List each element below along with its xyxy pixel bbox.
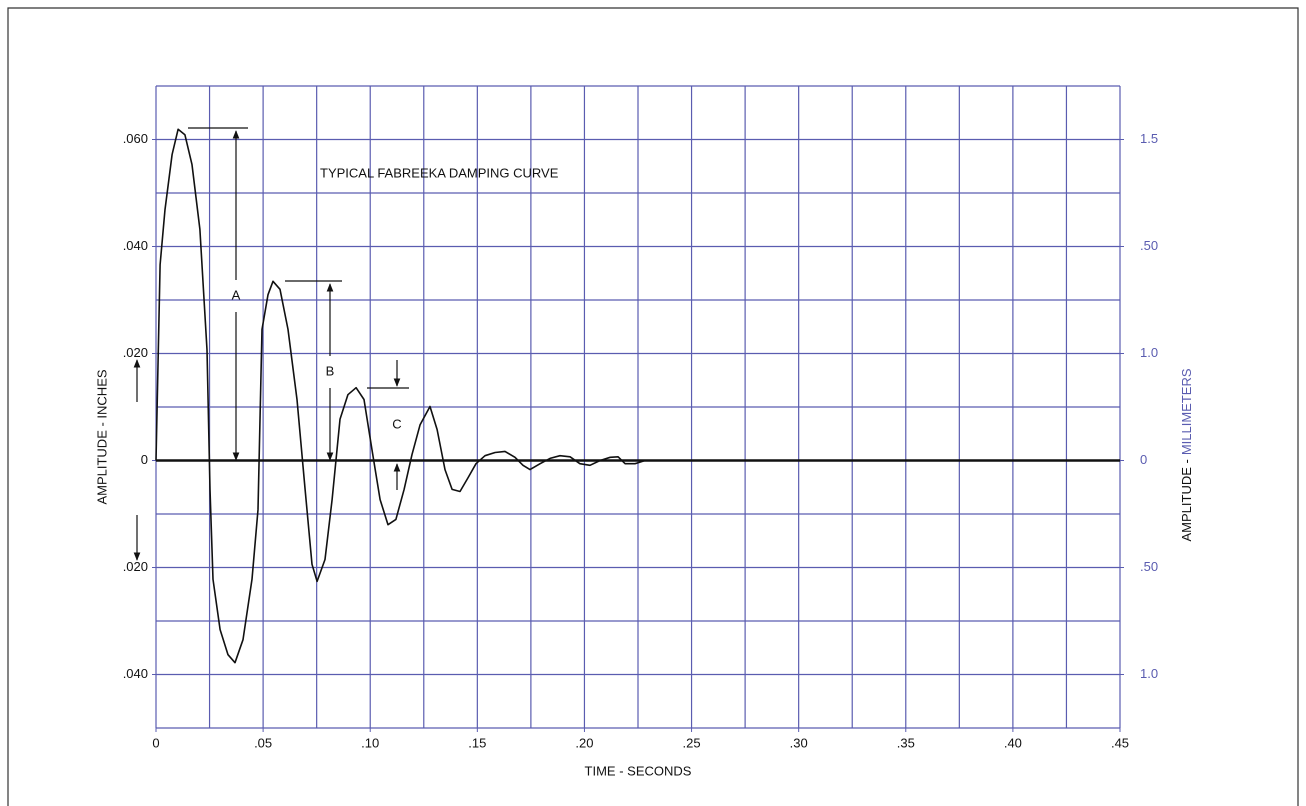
y-tick-label: .040: [123, 238, 148, 253]
y-axis-label: AMPLITUDE - INCHES: [94, 369, 109, 504]
y2-tick-label: 1.5: [1140, 131, 1158, 146]
y-tick-label: .060: [123, 131, 148, 146]
x-tick-label: 0: [152, 735, 159, 750]
annotation: A: [232, 287, 241, 302]
x-tick-label: .10: [361, 735, 379, 750]
chart-title: TYPICAL FABREEKA DAMPING CURVE: [320, 165, 559, 180]
x-tick-label: .05: [254, 735, 272, 750]
x-tick-label: .45: [1111, 735, 1129, 750]
dimension-arrows: [133, 127, 409, 561]
y2-tick-label: .50: [1140, 238, 1158, 253]
x-axis-label: TIME - SECONDS: [585, 763, 692, 778]
y-tick-label: .020: [123, 559, 148, 574]
y-tick-label: .020: [123, 345, 148, 360]
grid: [155, 85, 1121, 729]
x-tick-label: .30: [790, 735, 808, 750]
y2-label-prefix: AMPLITUDE -: [1179, 459, 1194, 541]
y2-axis-label: AMPLITUDE - MILLIMETERS: [1179, 368, 1194, 541]
x-tick-label: .25: [683, 735, 701, 750]
annotation: C: [392, 416, 401, 431]
x-tick-label: .15: [468, 735, 486, 750]
y2-tick-label: 1.0: [1140, 666, 1158, 681]
y2-tick-label: 1.0: [1140, 345, 1158, 360]
y-tick-label: .040: [123, 666, 148, 681]
y-tick-label: 0: [141, 452, 148, 467]
x-tick-label: .35: [897, 735, 915, 750]
y2-tick-label: 0: [1140, 452, 1147, 467]
y2-tick-label: .50: [1140, 559, 1158, 574]
x-tick-label: .20: [575, 735, 593, 750]
x-tick-label: .40: [1004, 735, 1022, 750]
damping-curve: [155, 128, 661, 664]
annotation: B: [326, 363, 335, 378]
page-frame: [7, 7, 1299, 806]
y2-label-unit: MILLIMETERS: [1179, 368, 1194, 455]
